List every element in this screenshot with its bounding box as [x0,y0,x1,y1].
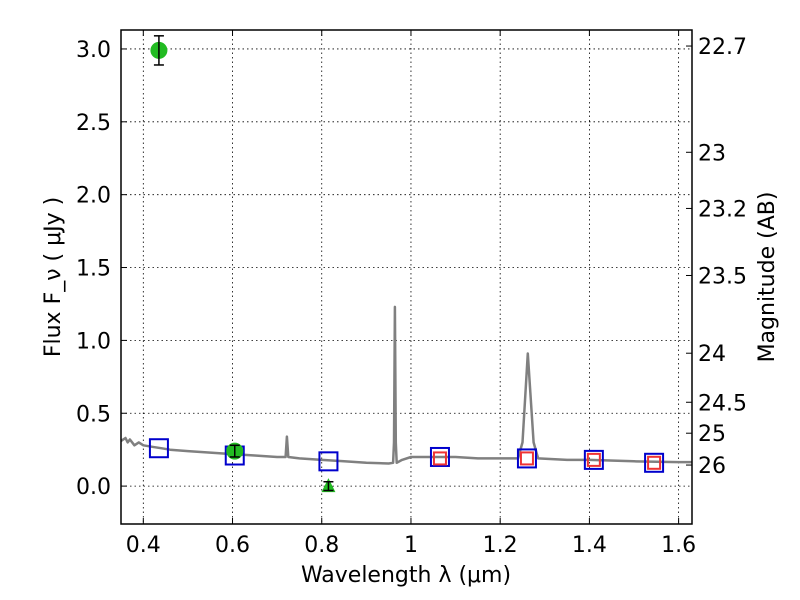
plot-frame [120,29,693,525]
y-tick-label: 1.0 [76,329,111,354]
y-tick-label: 0.5 [76,402,111,427]
y-tick-label: 0.0 [76,475,111,500]
magnitude-tick-label: 23.5 [698,264,747,289]
magnitude-tick-label: 24.5 [698,391,747,416]
model-photometry-square [583,449,604,470]
x-tick-label: 0.8 [304,533,339,558]
model-photometry-square [148,438,169,459]
magnitude-tick-label: 22.7 [698,35,747,60]
y-axis-label: Flux F_ν ( μJy ) [41,197,66,357]
observed-photometry-square [647,455,662,470]
y-tick-label: 1.5 [76,257,111,282]
model-photometry-square [429,446,450,467]
model-photometry-square [318,451,339,472]
x-tick-label: 1.6 [661,533,696,558]
x-tick-label: 0.4 [126,533,161,558]
ticks: 0.4 0.6 0.8 1 1.2 1.4 1.6 0.0 0.5 1.0 1.5 2.0 2.5 3.0… [76,30,747,558]
spectrum-line [120,305,692,465]
observed-photometry-square [519,451,534,466]
magnitude-tick-label: 24 [698,342,726,367]
x-tick-label: 1.2 [483,533,518,558]
model-photometry-square [516,448,537,469]
magnitude-tick-label: 23 [698,141,726,166]
y-tick-label: 3.0 [76,38,111,63]
magnitude-tick-label: 25 [698,422,726,447]
y2-axis-label: Magnitude (AB) [755,192,780,363]
plot-content [120,35,692,493]
y-tick-label: 2.0 [76,184,111,209]
grid [121,30,692,524]
observed-photometry-square [586,452,601,467]
magnitude-tick-label: 23.2 [698,197,747,222]
x-axis-label: Wavelength λ (μm) [301,563,511,588]
magnitude-tick-label: 26 [698,454,726,479]
x-tick-label: 1 [404,533,418,558]
x-tick-label: 1.4 [572,533,607,558]
observed-photometry-square [432,451,447,466]
model-photometry-square [644,452,665,473]
x-tick-label: 0.6 [215,533,250,558]
y-tick-label: 2.5 [76,111,111,136]
